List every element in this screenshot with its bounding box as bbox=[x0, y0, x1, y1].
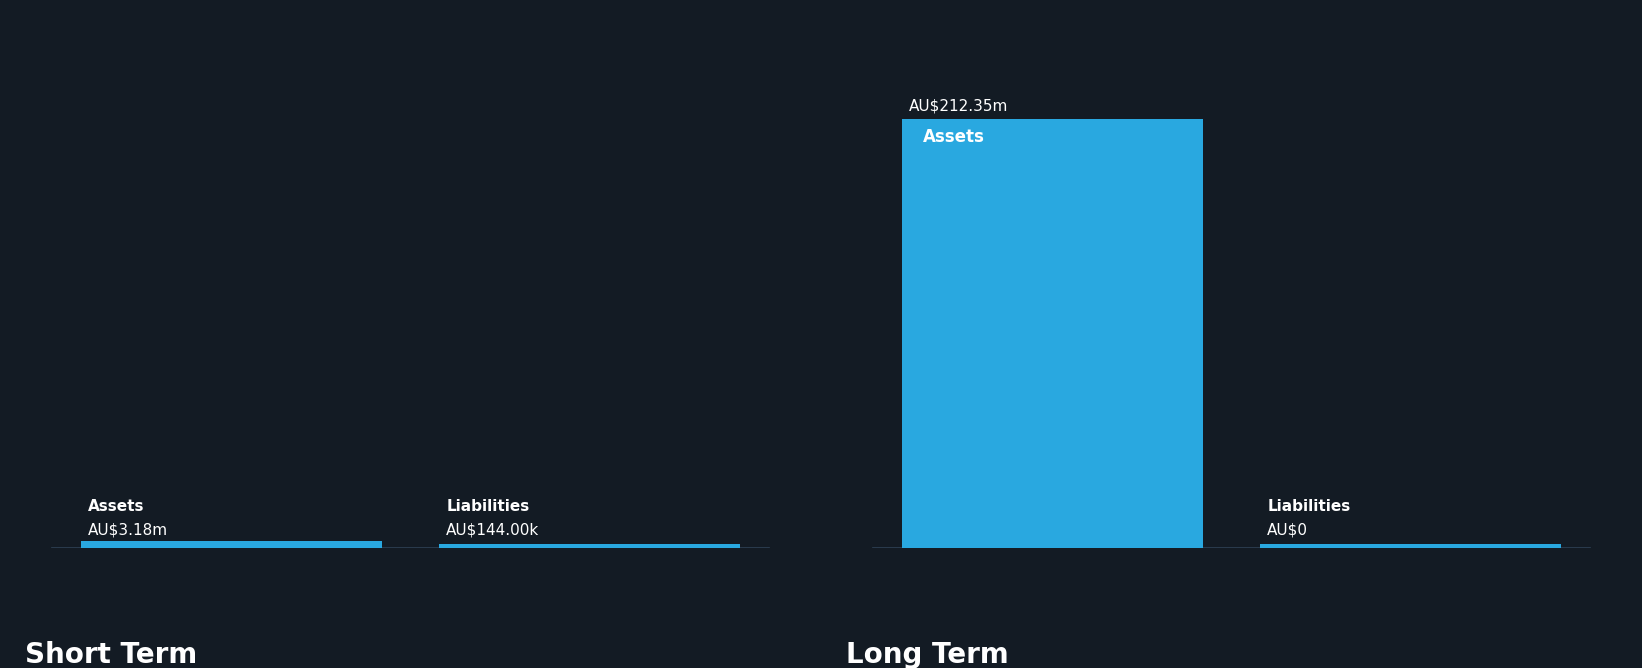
Text: Short Term: Short Term bbox=[25, 641, 197, 668]
Text: AU$212.35m: AU$212.35m bbox=[910, 99, 1008, 114]
Bar bbox=[1259, 544, 1562, 548]
Text: Liabilities: Liabilities bbox=[1268, 499, 1351, 514]
Text: Liabilities: Liabilities bbox=[447, 499, 530, 514]
Text: Assets: Assets bbox=[923, 128, 985, 146]
Bar bbox=[80, 541, 383, 548]
Bar bbox=[438, 544, 741, 548]
Text: AU$0: AU$0 bbox=[1268, 523, 1309, 538]
Text: AU$144.00k: AU$144.00k bbox=[447, 523, 540, 538]
Bar bbox=[901, 119, 1204, 548]
Text: Assets: Assets bbox=[89, 499, 144, 514]
Text: AU$3.18m: AU$3.18m bbox=[89, 523, 167, 538]
Text: Long Term: Long Term bbox=[846, 641, 1008, 668]
